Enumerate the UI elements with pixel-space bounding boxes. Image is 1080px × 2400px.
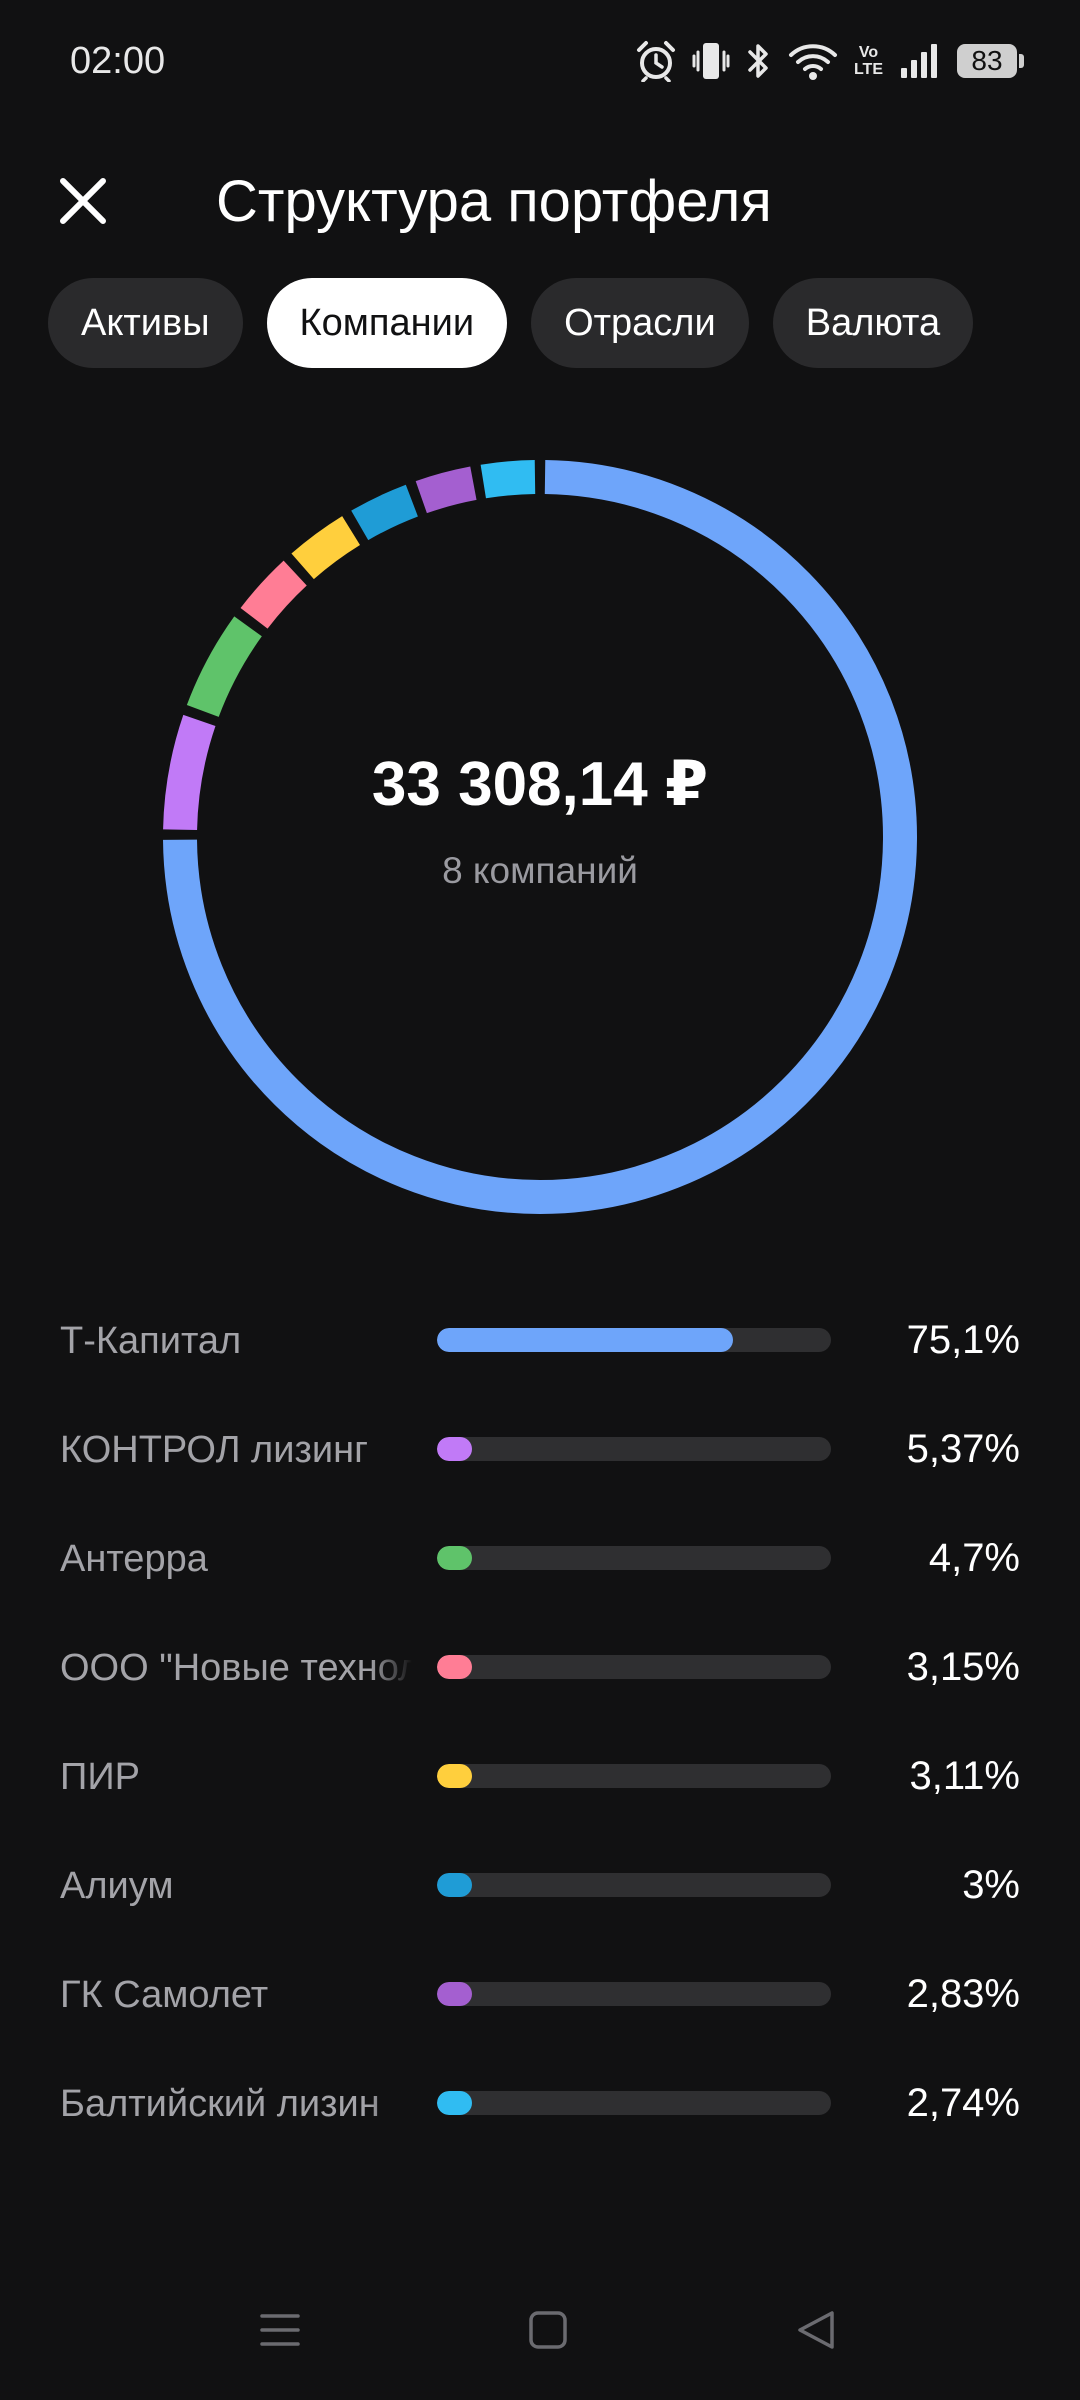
- share-bar-fill: [437, 1655, 473, 1679]
- donut-slice: [186, 616, 262, 718]
- alarm-icon: [636, 40, 676, 82]
- bluetooth-icon: [746, 40, 772, 82]
- share-bar: [437, 1982, 831, 2006]
- tabs: Активы Компании Отрасли Валюта: [48, 278, 974, 368]
- tab-currency[interactable]: Валюта: [772, 278, 974, 368]
- donut-center: 33 308,14 ₽ 8 компаний: [163, 460, 917, 1214]
- portfolio-total: 33 308,14 ₽: [371, 749, 709, 819]
- donut-slice: [291, 516, 361, 580]
- donut-slice: [415, 466, 477, 514]
- company-name: ООО "Новые технол: [60, 1647, 412, 1689]
- list-item[interactable]: КОНТРОЛ лизинг 5,37%: [0, 1399, 1080, 1508]
- company-percent: 75,1%: [906, 1318, 1020, 1362]
- company-name: Алиум: [60, 1865, 174, 1907]
- company-name: Антерра: [60, 1538, 208, 1580]
- volte-top-label: Vo: [858, 44, 879, 61]
- company-percent: 3,11%: [909, 1754, 1020, 1798]
- share-bar-fill: [437, 1437, 473, 1461]
- donut-slice: [163, 714, 216, 831]
- companies-list: Т-Капитал 75,1% КОНТРОЛ лизинг 5,37% Ант…: [0, 1290, 1080, 2162]
- volte-icon: Vo LTE: [854, 44, 883, 78]
- company-name: Балтийский лизин: [60, 2083, 380, 2125]
- home-icon: [529, 2311, 567, 2349]
- battery-icon: 83: [957, 44, 1024, 78]
- back-button[interactable]: [776, 2290, 856, 2370]
- list-item[interactable]: Балтийский лизин 2,74%: [0, 2053, 1080, 2162]
- company-name: ПИР: [60, 1756, 140, 1798]
- list-item[interactable]: ПИР 3,11%: [0, 1726, 1080, 1835]
- signal-icon: [899, 40, 941, 82]
- share-bar-fill: [437, 1546, 473, 1570]
- share-bar: [437, 1873, 831, 1897]
- menu-icon: [260, 2314, 300, 2346]
- company-name: КОНТРОЛ лизинг: [60, 1429, 368, 1471]
- donut-slice: [163, 460, 917, 1214]
- share-bar: [437, 1328, 831, 1352]
- share-bar-fill: [437, 1328, 733, 1352]
- home-button[interactable]: [508, 2290, 588, 2370]
- donut-slice: [240, 560, 307, 629]
- status-time: 02:00: [70, 40, 166, 82]
- share-bar: [437, 1546, 831, 1570]
- company-percent: 5,37%: [906, 1427, 1020, 1471]
- donut-chart: 33 308,14 ₽ 8 компаний: [163, 460, 917, 1214]
- vibrate-icon: [692, 40, 730, 82]
- page-title: Структура портфеля: [216, 169, 772, 234]
- share-bar: [437, 1437, 831, 1461]
- volte-bottom-label: LTE: [853, 61, 883, 78]
- donut-slice: [480, 460, 536, 499]
- company-percent: 3,15%: [906, 1645, 1020, 1689]
- company-name: Т-Капитал: [60, 1320, 242, 1362]
- share-bar: [437, 1655, 831, 1679]
- close-icon: [60, 178, 106, 224]
- company-percent: 2,74%: [906, 2081, 1020, 2125]
- list-item[interactable]: ГК Самолет 2,83%: [0, 1944, 1080, 2053]
- share-bar: [437, 2091, 831, 2115]
- wifi-icon: [788, 40, 838, 82]
- company-name: ГК Самолет: [60, 1974, 269, 2016]
- tab-assets[interactable]: Активы: [48, 278, 243, 368]
- share-bar-fill: [437, 1873, 473, 1897]
- system-nav-bar: [0, 2260, 1080, 2400]
- share-bar-fill: [437, 1982, 473, 2006]
- company-percent: 3%: [962, 1863, 1020, 1907]
- company-percent: 4,7%: [928, 1536, 1020, 1580]
- status-bar: 02:00: [0, 0, 1080, 130]
- menu-button[interactable]: [240, 2290, 320, 2370]
- list-item[interactable]: Алиум 3%: [0, 1835, 1080, 1944]
- battery-tip: [1019, 54, 1024, 68]
- status-icons: Vo LTE 83: [636, 36, 1024, 86]
- tab-companies[interactable]: Компании: [266, 278, 508, 368]
- share-bar-fill: [437, 1764, 473, 1788]
- list-item[interactable]: Т-Капитал 75,1%: [0, 1290, 1080, 1399]
- list-item[interactable]: Антерра 4,7%: [0, 1508, 1080, 1617]
- list-item[interactable]: ООО "Новые технол 3,15%: [0, 1617, 1080, 1726]
- donut-chart-svg: [163, 460, 917, 1214]
- company-percent: 2,83%: [906, 1972, 1020, 2016]
- share-bar: [437, 1764, 831, 1788]
- battery-level: 83: [957, 44, 1017, 78]
- header: Структура портфеля: [0, 150, 1080, 250]
- companies-count: 8 компаний: [442, 849, 638, 891]
- close-button[interactable]: [48, 166, 118, 236]
- back-icon: [798, 2311, 834, 2349]
- share-bar-fill: [437, 2091, 473, 2115]
- tab-industries[interactable]: Отрасли: [531, 278, 749, 368]
- donut-slice: [351, 484, 419, 541]
